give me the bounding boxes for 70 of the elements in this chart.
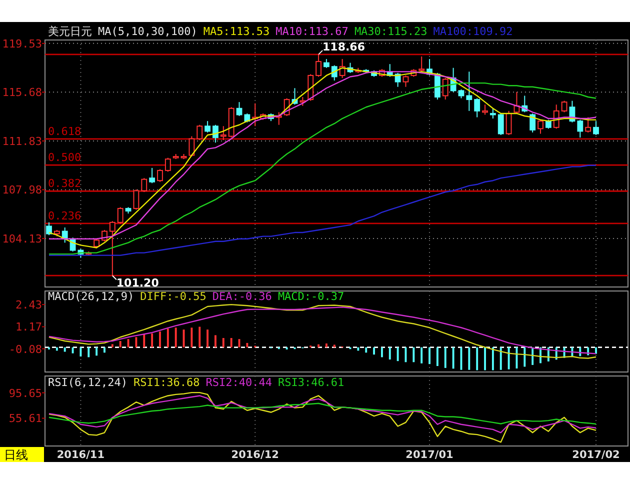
candlestick: [442, 78, 448, 100]
candlestick: [236, 102, 242, 116]
candlestick: [164, 157, 171, 172]
y-tick-label: 107.98: [2, 184, 42, 197]
candlestick: [593, 120, 599, 136]
text: 日线: [4, 448, 28, 462]
candlestick: [212, 124, 218, 144]
series-label: RSI2:40.44: [206, 376, 272, 389]
candlestick: [220, 126, 226, 141]
line-series: [48, 402, 597, 425]
annotation: 0.500: [48, 151, 82, 164]
candlestick: [141, 178, 148, 192]
candlestick: [538, 119, 544, 134]
candlestick: [530, 112, 536, 133]
y-tick-label: 95.65: [8, 386, 42, 400]
y-tick-label: 104.13: [2, 232, 42, 246]
y-tick-label: 119.53: [2, 37, 42, 50]
y-tick-label: 2.43: [16, 298, 42, 312]
chart-subtitle: MA(5,10,30,100): [98, 25, 198, 38]
candlestick: [498, 112, 504, 136]
candlestick: [188, 136, 195, 158]
x-tick-label: 2016/11: [56, 449, 105, 461]
line-series: [48, 395, 597, 434]
line-series: [48, 164, 597, 256]
y-tick-label: 111.83: [2, 134, 42, 148]
series-label: RSI1:36.68: [133, 376, 200, 389]
candlestick: [418, 56, 425, 72]
candlestick: [204, 120, 211, 133]
candlestick: [133, 188, 140, 210]
candlestick: [561, 100, 568, 113]
annotation: MACD:-0.37: [278, 290, 344, 303]
candlestick: [109, 220, 116, 276]
x-tick-label: 2016/12: [231, 449, 279, 461]
annotation: 0.382: [48, 177, 82, 190]
chart-title: RSI(6,12,24): [48, 376, 128, 389]
candlestick: [316, 54, 322, 78]
candlestick: [585, 116, 592, 133]
candlestick: [490, 108, 496, 120]
annotation: 101.20: [116, 276, 160, 290]
candlestick: [149, 167, 156, 184]
candlestick: [402, 74, 409, 88]
series-label: DIFF:-0.55: [140, 290, 206, 303]
candlestick: [577, 119, 584, 138]
annotation: 0.618: [48, 124, 82, 138]
text: MA30:115.23: [354, 25, 428, 38]
candlestick: [196, 124, 203, 141]
line-series: [48, 392, 597, 443]
candlestick: [331, 64, 338, 82]
series-label: DEA:-0.36: [212, 290, 272, 303]
text: MA10:113.67: [276, 25, 348, 38]
x-tick-label: 2017/02: [572, 449, 620, 461]
x-tick-label: 2017/01: [406, 449, 454, 461]
annotation: 0.236: [48, 209, 82, 222]
candlestick: [117, 206, 124, 224]
candlestick: [466, 71, 472, 112]
candlestick: [157, 168, 163, 182]
chart-title: 美元日元: [48, 25, 92, 38]
candlestick: [46, 222, 52, 236]
candlestick: [482, 104, 488, 116]
text: MA100:109.92: [433, 25, 513, 38]
y-tick-label: 55.61: [8, 412, 42, 426]
annotation: 118.66: [322, 40, 366, 54]
y-tick-label: 1.17: [16, 320, 42, 334]
y-tick-label: -0.08: [8, 342, 42, 356]
series-label: RSI3:46.61: [278, 376, 344, 389]
text: MA5:113.53: [203, 25, 270, 38]
candlestick: [506, 110, 512, 136]
candlestick: [474, 98, 480, 118]
chart-title: MACD(26,12,9): [48, 290, 134, 303]
y-tick-label: 115.68: [2, 86, 42, 100]
